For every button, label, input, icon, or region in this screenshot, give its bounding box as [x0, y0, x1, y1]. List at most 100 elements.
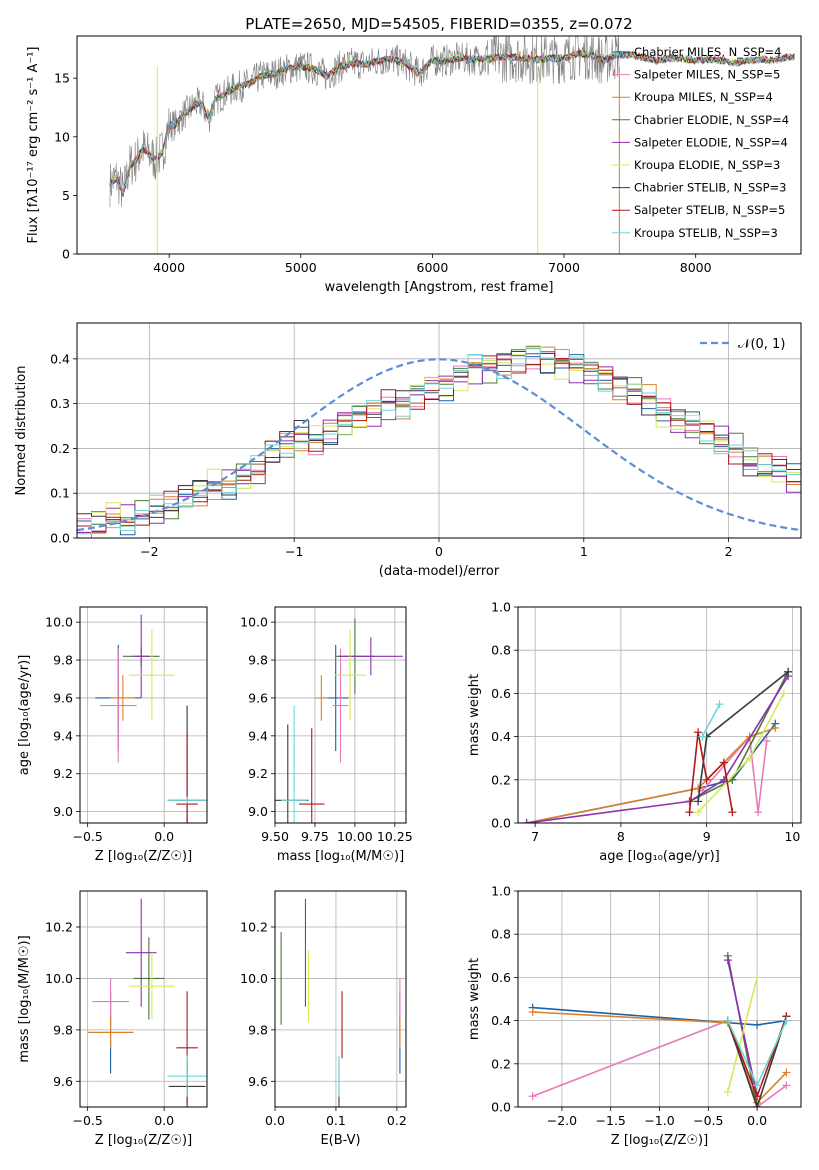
x-tick-label: 9.75 [301, 829, 329, 844]
legend-entry: Kroupa MILES, N_SSP=4 [634, 90, 773, 104]
y-tick-label: 10.0 [240, 971, 268, 986]
y-tick-label: 0.4 [491, 1013, 511, 1028]
x-axis-label: mass [log₁₀(M/M☉)] [277, 849, 404, 864]
y-tick-label: 1.0 [491, 884, 511, 899]
plot-area [77, 345, 801, 538]
x-tick-label: 0.2 [387, 1113, 407, 1128]
x-axis-label: Z [log₁₀(Z/Z☉)] [95, 1133, 192, 1148]
y-tick-label: 0.0 [491, 1100, 511, 1115]
legend-entry: 𝒩(0, 1) [738, 337, 785, 352]
x-tick-label: −1.0 [644, 1113, 674, 1128]
panel-mass_vs_ebv: 0.0 0.1 0.2 9.6 9.8 10.0 10.2 E(B-V) [240, 890, 407, 1148]
series-line-salpeter_miles [701, 734, 768, 813]
x-tick-label: −2.0 [547, 1113, 577, 1128]
y-tick-label: 0.6 [491, 686, 511, 701]
x-tick-label: 6000 [417, 260, 449, 275]
series-line-chabrier_stelib [727, 1016, 788, 1107]
y-tick-label: 10.0 [240, 615, 268, 630]
panel-weight_vs_age: 7 8 9 10 0.0 0.2 0.4 0.6 0.8 1.0 age [log₁₀(age/yr… [467, 600, 802, 864]
plot-area [275, 618, 403, 823]
y-tick-label: 0 [62, 247, 70, 262]
y-tick-label: 0.8 [491, 927, 511, 942]
y-tick-label: 0.3 [50, 396, 70, 411]
panel-weight_vs_Z: −2.0 −1.5 −1.0 −0.5 0.0 0.0 0.2 0.4 0.6 0.8 1.0 Z [… [467, 884, 802, 1148]
panel-age_vs_mass: 9.50 9.75 10.00 10.25 9.0 9.2 9.4 9.6 9.8 10.0 mas… [240, 606, 413, 864]
y-tick-label: 5 [62, 188, 70, 203]
series-line-kroupa_miles [526, 727, 776, 823]
panel-mass_vs_Z: −0.5 0.0 9.6 9.8 10.0 10.2 Z [log₁₀(Z/Z☉)] mass… [17, 890, 208, 1148]
x-tick-label: −1.5 [596, 1113, 626, 1128]
y-tick-label: 9.8 [248, 653, 268, 668]
plot-area [109, 36, 795, 254]
plot-area [87, 898, 207, 1107]
y-tick-label: 10.0 [45, 615, 73, 630]
legend-entry: Chabrier ELODIE, N_SSP=4 [634, 113, 789, 127]
x-tick-label: 4000 [153, 260, 185, 275]
y-tick-label: 0.0 [491, 816, 511, 831]
series-line-kroupa_elodie [727, 977, 758, 1093]
legend-entry: Salpeter STELIB, N_SSP=5 [634, 203, 785, 217]
axes-frame [76, 35, 802, 255]
axes-frame [274, 890, 407, 1108]
x-tick-label: 7000 [548, 260, 580, 275]
axes-frame [274, 606, 407, 824]
y-tick-label: 0.0 [50, 531, 70, 546]
legend-entry: Chabrier MILES, N_SSP=4 [634, 45, 781, 59]
plot-area [522, 667, 793, 823]
panel-residuals: −2 −1 0 1 2 0.0 0.1 0.2 0.3 0.4 (data-model)/error… [14, 322, 802, 579]
x-axis-label: E(B-V) [320, 1133, 360, 1148]
x-tick-label: 2 [725, 544, 733, 559]
y-tick-label: 9.2 [53, 766, 73, 781]
y-tick-label: 10 [54, 129, 70, 144]
x-tick-label: 0.0 [265, 1113, 285, 1128]
x-tick-label: 5000 [285, 260, 317, 275]
y-tick-label: 1.0 [491, 600, 511, 615]
axes-frame [517, 890, 802, 1108]
y-tick-label: 0.4 [50, 351, 70, 366]
series-line-chabrier_miles [526, 723, 776, 823]
y-tick-label: 9.0 [248, 804, 268, 819]
y-tick-label: 0.1 [50, 486, 70, 501]
x-axis-label: wavelength [Angstrom, rest frame] [325, 280, 554, 295]
plot-area [280, 898, 401, 1107]
y-tick-label: 15 [54, 71, 70, 86]
x-tick-label: 9 [703, 829, 711, 844]
axes-frame [517, 606, 802, 824]
x-tick-label: 0.0 [154, 829, 174, 844]
y-tick-label: 9.2 [248, 766, 268, 781]
y-tick-label: 10.0 [45, 971, 73, 986]
x-tick-label: −1 [285, 544, 303, 559]
axes-frame [79, 890, 208, 1108]
x-tick-label: 7 [531, 829, 539, 844]
histogram-kroupa_stelib [77, 348, 801, 535]
histogram-chabrier_stelib [77, 351, 801, 527]
x-tick-label: 1 [580, 544, 588, 559]
y-tick-label: 9.6 [248, 1074, 268, 1089]
x-axis-label: age [log₁₀(age/yr)] [599, 849, 720, 864]
y-axis-label: age [log₁₀(age/yr)] [17, 655, 32, 776]
plot-area [528, 951, 791, 1107]
y-tick-label: 0.8 [491, 643, 511, 658]
y-tick-label: 0.2 [491, 772, 511, 787]
y-tick-label: 9.6 [248, 690, 268, 705]
plot-area [95, 614, 207, 823]
chart-title: PLATE=2650, MJD=54505, FIBERID=0355, z=0… [245, 15, 632, 33]
y-axis-label: mass weight [467, 674, 482, 756]
y-tick-label: 9.8 [53, 1022, 73, 1037]
y-axis-label: mass [log₁₀(M/M☉)] [17, 935, 32, 1062]
y-tick-label: 9.8 [248, 1022, 268, 1037]
y-tick-label: 0.6 [491, 970, 511, 985]
y-axis-label: Normed distribution [14, 366, 29, 496]
y-axis-label: mass weight [467, 958, 482, 1040]
panel-age_vs_Z: −0.5 0.0 9.0 9.2 9.4 9.6 9.8 10.0 Z [log₁₀(Z/Z☉)… [17, 606, 208, 864]
legend-entry: Chabrier STELIB, N_SSP=3 [634, 181, 786, 195]
x-tick-label: −0.5 [693, 1113, 723, 1128]
y-tick-label: 9.0 [53, 804, 73, 819]
panel-spectrum: 4000 5000 6000 7000 8000 0 5 10 15 wavelength [An… [26, 15, 802, 295]
series-line-salpeter_elodie [526, 675, 789, 823]
axes-frame [76, 322, 802, 539]
gaussian-curve [77, 358, 801, 532]
model-spectrum-kroupa_stelib [109, 49, 795, 195]
x-tick-label: −0.5 [72, 829, 102, 844]
